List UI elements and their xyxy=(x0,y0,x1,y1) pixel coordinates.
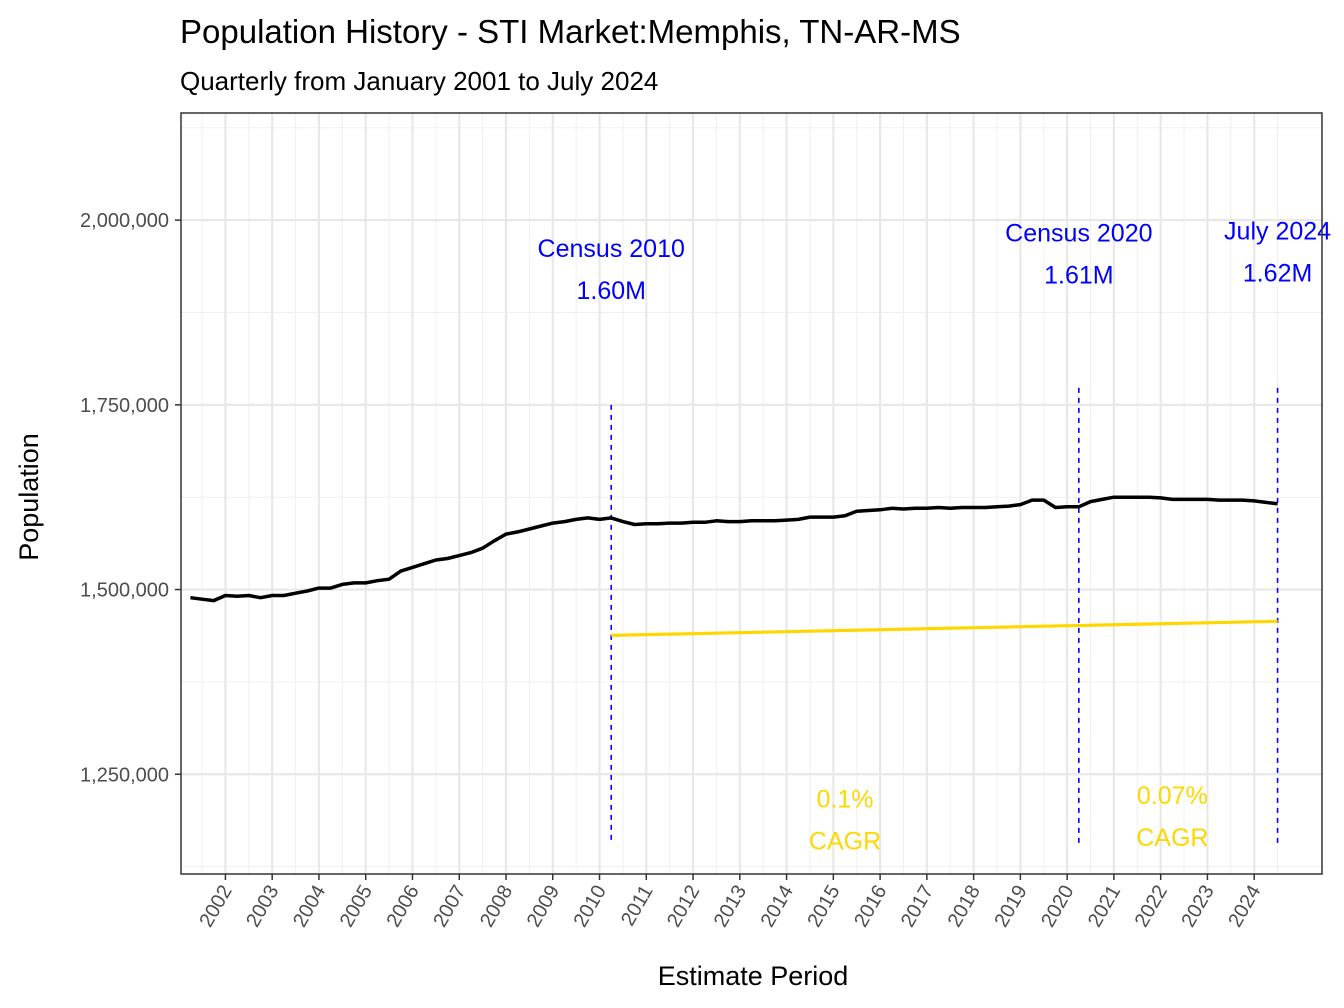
x-tick-label: 2018 xyxy=(944,882,985,932)
x-tick-label: 2007 xyxy=(429,882,470,932)
population-line xyxy=(190,495,1278,603)
x-tick-label: 2006 xyxy=(383,882,424,932)
y-tick-label: 1,250,000 xyxy=(80,764,169,786)
annotation-label: 0.07% xyxy=(1137,782,1208,810)
x-tick-label: 2005 xyxy=(336,882,377,932)
x-tick-label: 2015 xyxy=(803,882,844,932)
x-tick-label: 2011 xyxy=(617,882,658,930)
annotation-label: July 2024 xyxy=(1224,218,1331,246)
x-tick-label: 2008 xyxy=(476,882,517,932)
x-tick-label: 2003 xyxy=(242,882,283,932)
annotation-label: CAGR xyxy=(1136,824,1208,852)
x-tick-label: 2024 xyxy=(1224,882,1265,932)
x-tick-label: 2023 xyxy=(1177,882,1218,932)
chart-title: Population History - STI Market:Memphis,… xyxy=(180,13,961,50)
x-tick-label: 2010 xyxy=(570,882,611,932)
x-axis-title: Estimate Period xyxy=(658,961,849,991)
x-tick-label: 2002 xyxy=(195,882,236,932)
annotation-label: 0.1% xyxy=(817,786,874,814)
x-axis: 2002 2003 2004 2005 2006 2007 2008 2009 2010 2011… xyxy=(195,874,1266,932)
x-tick-label: 2014 xyxy=(757,882,798,932)
x-tick-label: 2012 xyxy=(663,882,704,932)
series-layer xyxy=(190,495,1278,637)
grid-minor xyxy=(181,113,1322,874)
y-tick-label: 2,000,000 xyxy=(80,210,169,232)
plot-background xyxy=(181,113,1322,874)
annotations: Census 2010 1.60M Census 2020 1.61M July 202… xyxy=(538,218,1332,856)
reference-lines xyxy=(610,387,1279,844)
annotation-label: Census 2010 xyxy=(538,235,685,263)
annotation-label: 1.60M xyxy=(576,277,645,305)
x-tick-label: 2016 xyxy=(850,882,891,932)
annotation-label: 1.62M xyxy=(1243,260,1312,288)
chart-subtitle: Quarterly from January 2001 to July 2024 xyxy=(180,66,658,96)
y-tick-label: 1,750,000 xyxy=(80,395,169,417)
grid-major xyxy=(181,113,1322,874)
y-axis: 1,250,000 1,500,000 1,750,000 2,000,000 xyxy=(80,210,181,786)
annotation-label: Census 2020 xyxy=(1005,220,1152,248)
x-tick-label: 2009 xyxy=(523,882,564,932)
annotation-label: 1.61M xyxy=(1044,262,1113,290)
x-tick-label: 2013 xyxy=(710,882,751,932)
x-tick-label: 2022 xyxy=(1131,882,1172,932)
plot-border xyxy=(180,112,1323,875)
x-tick-label: 2020 xyxy=(1037,882,1078,932)
x-tick-label: 2019 xyxy=(990,882,1031,932)
cagr-trend-line xyxy=(611,619,1278,637)
x-tick-label: 2004 xyxy=(289,882,330,932)
x-tick-label: 2017 xyxy=(897,882,938,932)
y-axis-title: Population xyxy=(14,433,44,561)
annotation-label: CAGR xyxy=(809,828,881,856)
y-tick-label: 1,500,000 xyxy=(80,580,169,602)
x-tick-label: 2021 xyxy=(1084,882,1125,932)
